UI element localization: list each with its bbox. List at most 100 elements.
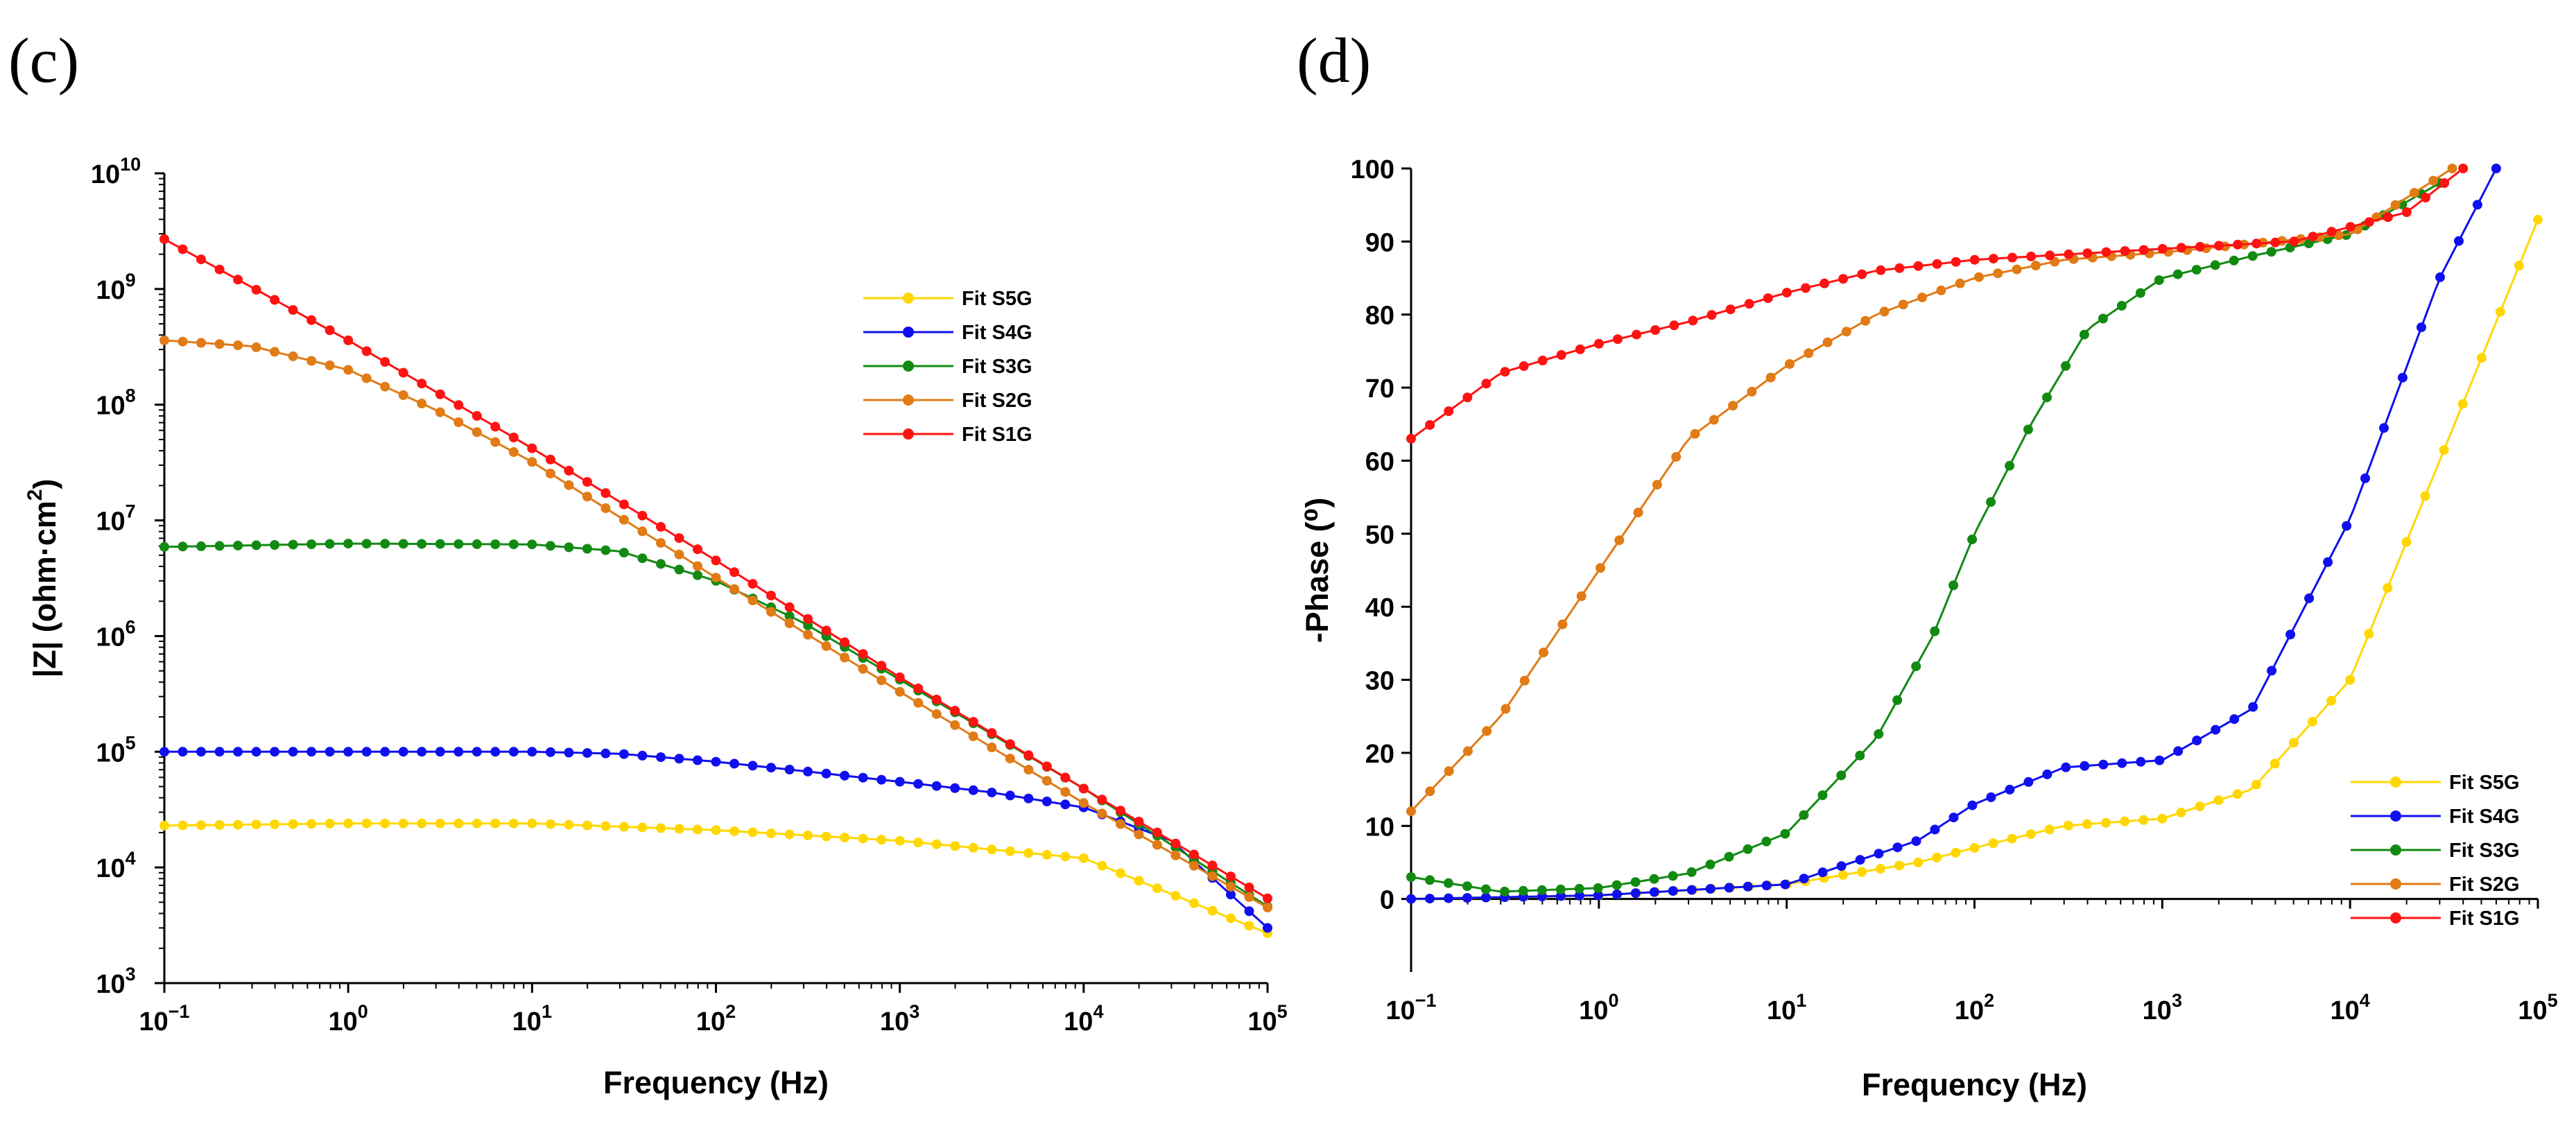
data-point [876, 774, 887, 785]
data-point [2420, 491, 2430, 501]
y-axis-title: |Z| (ohm·cm2) [24, 479, 63, 678]
data-point [508, 433, 519, 442]
data-point [2360, 473, 2370, 483]
data-point [527, 457, 537, 467]
data-point [1207, 871, 1218, 881]
data-point [288, 747, 298, 757]
data-point [2401, 207, 2412, 217]
legend-marker-S3G [903, 361, 914, 372]
data-point [600, 488, 611, 498]
data-point [894, 835, 905, 846]
series-S2G [1406, 164, 2457, 817]
data-point [913, 779, 924, 789]
data-point [784, 618, 795, 628]
data-point [747, 579, 758, 589]
data-point [1948, 813, 1959, 823]
data-point [2080, 761, 2090, 771]
data-point [1134, 876, 1144, 886]
data-point [214, 819, 225, 830]
data-point [1898, 300, 1908, 310]
series-line [164, 750, 1269, 929]
legend-label-S4G: Fit S4G [2449, 806, 2520, 828]
data-point [1688, 315, 1698, 326]
data-point [1500, 367, 1510, 377]
data-point [1743, 844, 1753, 854]
data-point [2191, 265, 2202, 275]
data-point [1115, 868, 1125, 878]
data-point [343, 365, 354, 375]
data-point [1444, 406, 1454, 417]
data-point [2342, 521, 2352, 531]
data-point [637, 510, 648, 521]
data-point [2045, 250, 2055, 261]
data-point [2061, 762, 2071, 772]
data-point [1115, 819, 1125, 829]
data-point [325, 819, 335, 828]
data-point [1575, 344, 1585, 354]
y-tick-label: 0 [1380, 886, 1394, 915]
data-point [527, 818, 537, 828]
data-point [1630, 888, 1641, 899]
data-point [2326, 695, 2337, 706]
data-point [2044, 824, 2055, 835]
data-point [1993, 268, 2003, 279]
data-point [1857, 269, 1867, 279]
data-point [693, 824, 702, 835]
data-point [711, 573, 721, 583]
data-point [1930, 626, 1940, 636]
data-point [2176, 243, 2186, 253]
series-S3G [1406, 178, 2445, 896]
legend-label-S2G: Fit S2G [2449, 874, 2520, 896]
data-point [582, 477, 592, 487]
data-point [1785, 359, 1795, 369]
data-point [1188, 898, 1199, 908]
data-point [674, 533, 684, 544]
data-point [1819, 278, 1830, 288]
data-point [490, 437, 501, 447]
data-point [894, 776, 905, 787]
data-point [1838, 870, 1848, 880]
data-point [2023, 424, 2033, 435]
data-point [159, 335, 169, 345]
data-point [233, 747, 243, 757]
data-point [803, 630, 813, 640]
data-point [325, 747, 335, 757]
data-point [876, 835, 887, 845]
data-point [1649, 887, 1659, 897]
data-point [1874, 849, 1884, 859]
data-point [1969, 254, 1980, 265]
data-point [453, 818, 464, 828]
x-tick-label: 103 [880, 1001, 919, 1036]
data-point [1761, 836, 1772, 847]
data-point [766, 828, 776, 838]
data-point [1023, 793, 1034, 804]
y-tick-label: 103 [96, 964, 135, 999]
data-point [453, 539, 464, 549]
data-point [2364, 217, 2374, 227]
data-point [251, 819, 261, 830]
data-point [1974, 272, 1984, 282]
data-point [2248, 702, 2258, 712]
x-axis-title: Frequency (Hz) [603, 1065, 829, 1100]
y-tick-label: 1010 [91, 154, 141, 189]
data-point [214, 747, 225, 757]
data-point [398, 367, 408, 378]
data-point [2364, 629, 2374, 639]
series-S4G [1406, 164, 2501, 904]
data-point [600, 748, 611, 758]
data-point [1955, 278, 1965, 288]
data-point [288, 539, 298, 550]
x-tick-label: 103 [2143, 990, 2182, 1025]
data-point [2007, 833, 2017, 844]
data-point [1555, 884, 1566, 894]
data-point [214, 264, 225, 275]
y-tick-label: 50 [1365, 521, 1394, 550]
data-point [747, 827, 758, 838]
data-point [2476, 353, 2487, 363]
phase-chart: 10−1 100 101 102 103 104 105 0 10 20 30 40 50 60 70 80 9… [1299, 155, 2558, 1102]
data-point [2533, 214, 2543, 225]
legend-marker-S5G [2390, 776, 2401, 788]
data-point [1724, 883, 1734, 893]
data-point [343, 818, 354, 828]
data-point [656, 538, 666, 548]
